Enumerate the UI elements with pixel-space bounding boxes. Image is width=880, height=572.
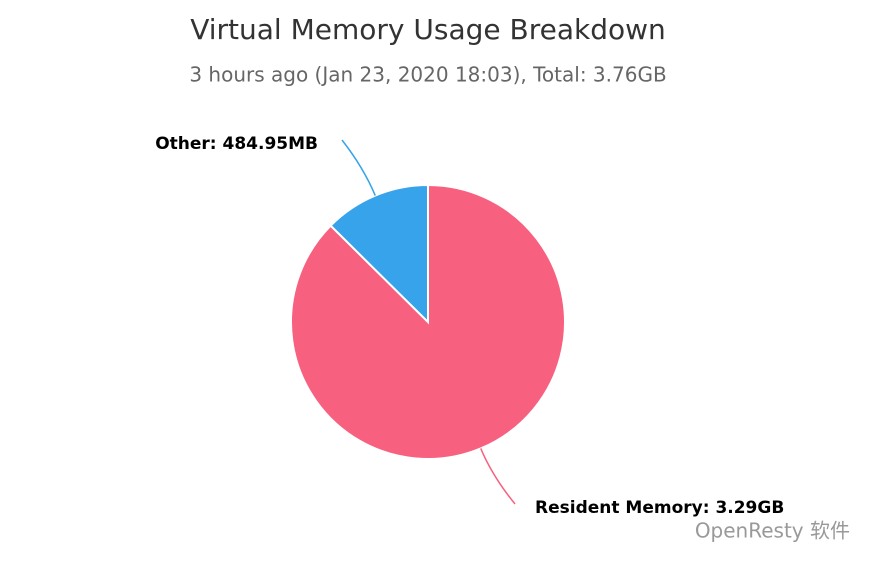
label-separator: :	[210, 134, 223, 154]
connector	[480, 448, 516, 505]
data-label: Resident Memory: 3.29GB	[535, 498, 784, 518]
watermark: OpenResty 软件	[695, 519, 850, 543]
data-label: Other: 484.95MB	[155, 134, 318, 154]
label-value: 484.95MB	[223, 134, 318, 154]
chart-subtitle: 3 hours ago (Jan 23, 2020 18:03), Total:…	[189, 63, 666, 87]
pie-slice	[329, 183, 429, 325]
label-separator: :	[703, 498, 716, 518]
label-value: 3.29GB	[715, 498, 784, 518]
label-name: Resident Memory	[535, 498, 703, 518]
label-name: Other	[155, 134, 210, 154]
connector	[341, 139, 376, 196]
chart-title: Virtual Memory Usage Breakdown	[190, 13, 666, 46]
